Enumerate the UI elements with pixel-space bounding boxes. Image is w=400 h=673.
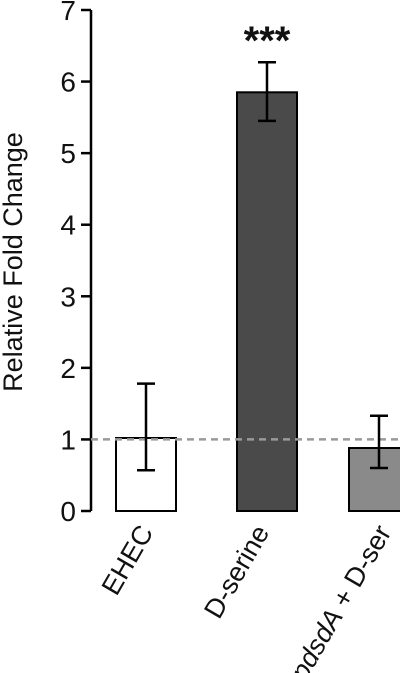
y-tick-label: 5	[60, 138, 76, 169]
category-label: D-serine	[198, 520, 275, 623]
category-label-part: EHEC	[96, 520, 159, 600]
category-label: EHEC	[96, 520, 159, 600]
bar	[236, 91, 298, 513]
bars	[115, 91, 400, 513]
y-tick-label: 2	[60, 353, 76, 384]
error-bars: ***	[137, 19, 388, 472]
y-tick-label: 7	[60, 0, 76, 26]
y-axis-label: Relative Fold Change	[0, 132, 28, 392]
y-tick-label: 6	[60, 67, 76, 98]
y-tick-label: 4	[60, 210, 76, 241]
bar	[348, 447, 400, 513]
category-label-part: + D-ser	[323, 520, 397, 619]
y-tick-label: 3	[60, 281, 76, 312]
y-tick-label: 0	[60, 496, 76, 527]
y-tick-label: 1	[60, 424, 76, 455]
category-label-part: D-serine	[198, 520, 275, 623]
category-label: pdsdA + D-ser	[284, 520, 397, 673]
y-axis: 0 1 2 3 4 5 6 7	[60, 0, 93, 527]
significance-label: ***	[244, 19, 291, 63]
